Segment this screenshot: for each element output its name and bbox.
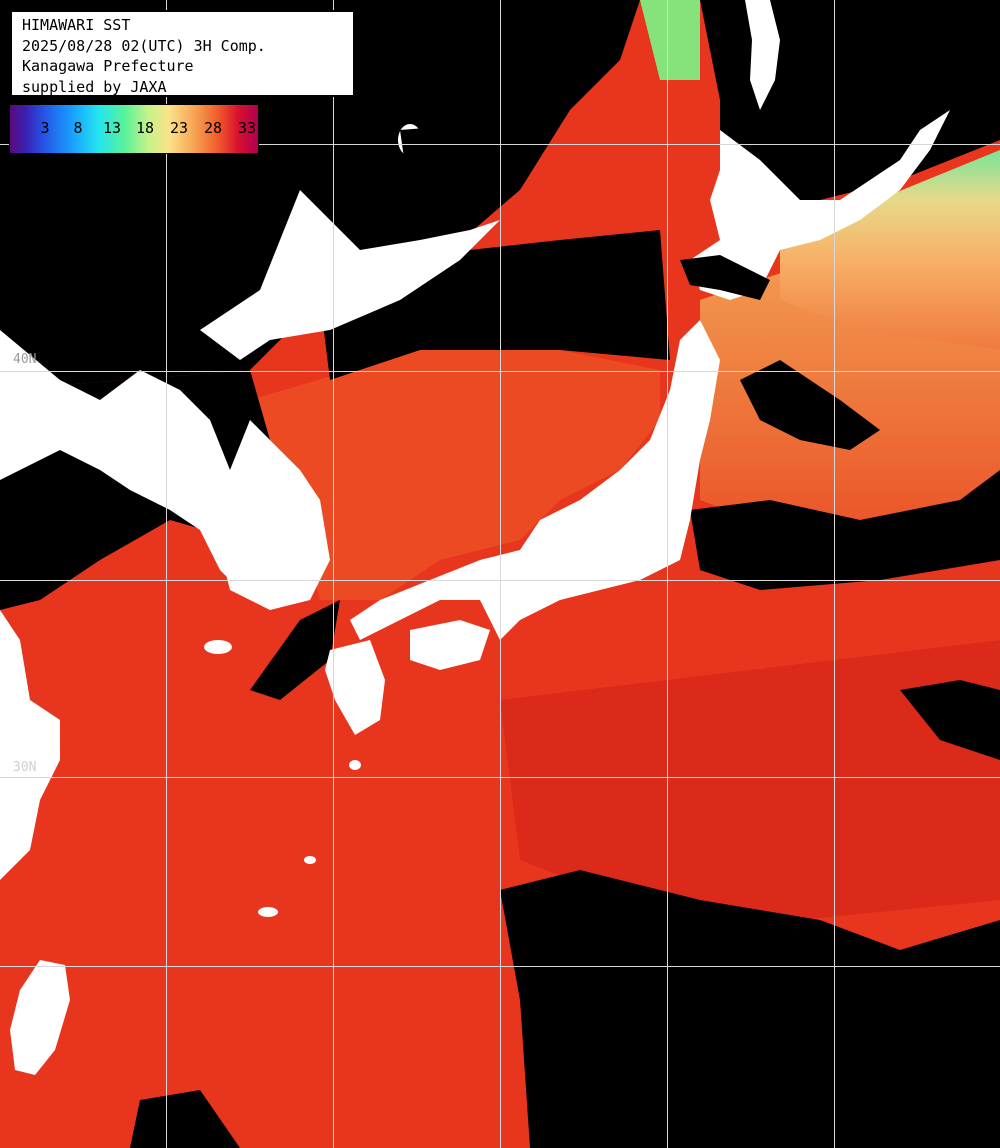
land-hokkaido	[690, 110, 950, 300]
map-region: Kanagawa Prefecture	[22, 57, 194, 75]
map-datetime: 2025/08/28 02(UTC) 3H Comp.	[22, 36, 266, 55]
land-manchuria	[200, 190, 500, 360]
land-kyushu	[325, 640, 385, 735]
map-credit: supplied by JAXA	[22, 77, 167, 96]
legend-tick: 8	[73, 119, 83, 137]
land-taiwan	[10, 960, 70, 1075]
land-honshu	[350, 320, 720, 640]
land-sakhalin	[745, 0, 780, 110]
sea-hot-south	[500, 640, 1000, 930]
lat-label-30n: 30N	[13, 760, 37, 775]
land-korea	[220, 420, 330, 610]
land-masses	[0, 0, 950, 1075]
legend-tick: 3	[40, 119, 50, 137]
lat-label-40n: 40N	[13, 352, 37, 367]
legend-tick: 28	[203, 119, 223, 137]
legend-tick: 33	[237, 119, 257, 137]
legend-tick: 23	[169, 119, 189, 137]
land-shikoku	[410, 620, 490, 670]
legend-tick: 13	[102, 119, 122, 137]
okhotsk-cold	[640, 0, 700, 80]
map-title: HIMAWARI SST	[22, 16, 131, 34]
legend-tick: 18	[135, 119, 155, 137]
land-china-east	[0, 610, 60, 880]
color-scale-legend: 3 8 13 18 23 28 33	[9, 104, 259, 154]
info-box: HIMAWARI SST 2025/08/28 02(UTC) 3H Comp.…	[10, 10, 355, 97]
sea-of-japan	[250, 350, 660, 600]
land-jeju	[204, 640, 232, 654]
